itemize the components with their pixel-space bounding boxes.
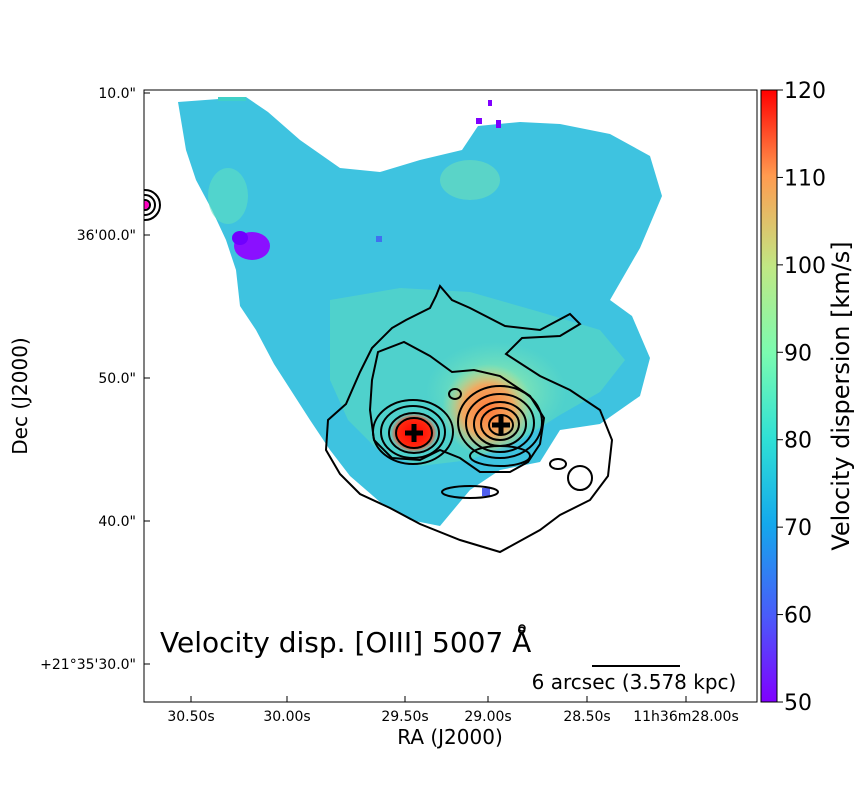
blue-pixel	[376, 236, 382, 242]
contour-lobe	[448, 388, 462, 400]
outer-contour	[324, 284, 614, 554]
x-tick-label: 29.00s	[464, 709, 511, 725]
x-tick-label: 30.50s	[167, 709, 214, 725]
colorbar-tick-label: 50	[784, 691, 812, 716]
x-tick-labels: 30.50s 30.00s 29.50s 29.00s 28.50s 11h36…	[167, 709, 738, 725]
colorbar-label: Velocity dispersion [km/s]	[827, 241, 855, 550]
y-axis-title: Dec (J2000)	[8, 337, 32, 454]
purple-pixel	[488, 100, 492, 106]
top-strip	[218, 97, 246, 101]
north-green-patch	[440, 160, 500, 200]
velocity-map	[144, 97, 662, 632]
purple-pixel	[476, 118, 482, 124]
low-dispersion-clump-2	[232, 231, 248, 245]
x-tick-label: 11h36m28.00s	[633, 709, 739, 725]
colorbar-tick-label: 90	[784, 341, 812, 366]
colorbar-tick-label: 80	[784, 429, 812, 454]
x-axis-title: RA (J2000)	[397, 725, 503, 749]
contours	[144, 189, 614, 632]
west-green-patch	[208, 168, 248, 224]
east-contour	[488, 414, 514, 436]
colorbar-tick-label: 60	[784, 604, 812, 629]
colorbar-tick-label: 100	[784, 254, 826, 279]
contour-lobe	[441, 485, 499, 499]
contour-lobe	[549, 458, 567, 470]
y-tick-label: +21°35'30.0"	[40, 657, 136, 673]
east-contour	[457, 385, 543, 459]
edge-source-contour	[144, 189, 161, 221]
x-tick-label: 30.00s	[263, 709, 310, 725]
colorbar-tick-label: 120	[784, 79, 826, 104]
colorbar	[760, 89, 778, 703]
small-contour	[518, 624, 526, 632]
plot-frame	[143, 89, 758, 703]
y-tick-label: 40.0"	[98, 514, 136, 530]
colorbar-tick-label: 70	[784, 516, 812, 541]
x-tick-label: 28.50s	[563, 709, 610, 725]
inner-contour	[368, 340, 546, 473]
y-tick-labels: +21°35'30.0" 40.0" 50.0" 36'00.0" 10.0"	[40, 86, 136, 673]
colorbar-tick-label: 110	[784, 166, 826, 191]
contour-lobe	[567, 465, 593, 491]
y-tick-label: 36'00.0"	[77, 228, 136, 244]
east-contour	[473, 401, 527, 447]
purple-pixel	[496, 120, 501, 128]
west-contour	[388, 412, 440, 454]
east-contour	[480, 407, 520, 441]
y-tick-label: 10.0"	[98, 86, 136, 102]
east-contour	[465, 393, 535, 453]
west-nucleus-marker	[405, 424, 423, 442]
scale-bar-label: 6 arcsec (3.578 kpc)	[532, 670, 737, 694]
west-contour	[395, 417, 433, 449]
east-nucleus-marker	[492, 416, 510, 434]
edge-source-contour	[144, 199, 151, 211]
west-contour	[372, 399, 454, 465]
edge-source-core	[144, 201, 149, 209]
west-contour	[380, 405, 446, 459]
tick-marks	[144, 92, 687, 702]
map-title: Velocity disp. [OIII] 5007 Å	[160, 625, 531, 659]
edge-source-contour	[144, 194, 156, 216]
colorbar-ticks: 50 60 70 80 90 100 110 120	[777, 79, 826, 716]
x-tick-label: 29.50s	[381, 709, 428, 725]
y-tick-label: 50.0"	[98, 371, 136, 387]
blue-pixel	[482, 488, 490, 496]
